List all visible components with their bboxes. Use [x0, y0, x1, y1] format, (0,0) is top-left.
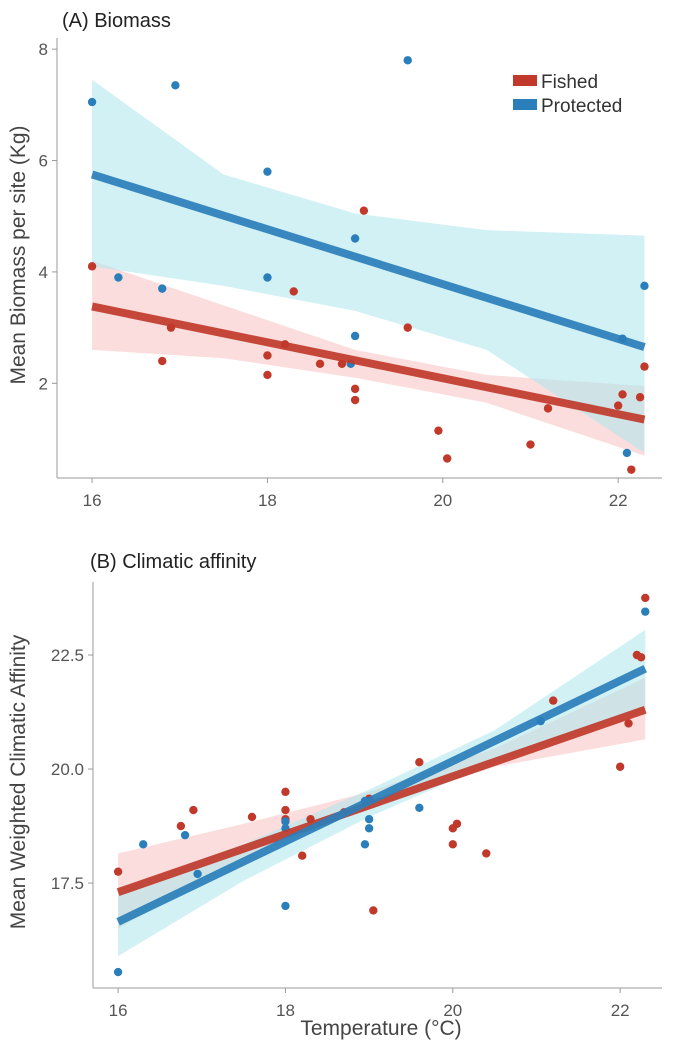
- x-tick-label: 16: [83, 491, 102, 510]
- protected-data-point: [87, 97, 97, 107]
- x-tick-label: 16: [109, 1001, 128, 1020]
- fished-data-point: [452, 819, 462, 828]
- panel-b-y-axis-title: Mean Weighted Climatic Affinity: [7, 634, 30, 929]
- protected-data-point: [193, 869, 202, 879]
- fished-data-point: [636, 653, 646, 662]
- protected-data-point: [640, 281, 649, 291]
- y-tick-label: 22.5: [51, 646, 84, 665]
- legend-swatch-fished: [513, 75, 537, 86]
- protected-data-point: [364, 815, 374, 824]
- fished-data-point: [176, 821, 186, 831]
- y-tick-label: 6: [39, 152, 48, 171]
- fished-data-point: [415, 757, 424, 767]
- fished-data-point: [640, 362, 649, 371]
- protected-data-point: [180, 830, 190, 840]
- legend: Fished Protected: [513, 72, 622, 117]
- x-tick-label: 18: [276, 1001, 295, 1020]
- fished-data-point: [482, 849, 491, 858]
- y-tick-label: 8: [39, 40, 48, 59]
- protected-data-point: [281, 901, 290, 911]
- panel-a-y-axis-title: Mean Biomass per site (Kg): [7, 125, 30, 384]
- y-tick-label: 20.0: [51, 760, 84, 779]
- fished-data-point: [289, 287, 298, 296]
- fished-data-point: [247, 812, 257, 822]
- protected-data-point: [158, 284, 167, 293]
- protected-data-point: [263, 273, 272, 282]
- x-tick-label: 18: [258, 491, 277, 510]
- fished-data-point: [315, 359, 325, 369]
- x-tick-label: 20: [433, 491, 452, 510]
- fished-data-point: [442, 454, 452, 463]
- fished-data-point: [627, 465, 636, 474]
- protected-data-point: [171, 81, 180, 90]
- protected-data-point: [139, 840, 148, 849]
- fished-data-point: [543, 404, 553, 413]
- protected-data-point: [641, 607, 650, 616]
- protected-trend-line: [116, 665, 647, 926]
- protected-data-point: [622, 448, 632, 458]
- fished-data-point: [448, 840, 458, 849]
- x-tick-label: 20: [443, 1001, 462, 1020]
- protected-data-point: [403, 56, 412, 65]
- fished-data-point: [263, 370, 272, 380]
- fished-trend-line: [116, 705, 647, 896]
- protected-trend-line: [90, 170, 646, 351]
- fished-data-point: [526, 440, 535, 449]
- protected-data-point: [360, 840, 370, 849]
- protected-data-point: [350, 234, 360, 243]
- fished-data-point: [613, 401, 623, 410]
- fished-data-point: [87, 262, 97, 271]
- panel-biomass: (A) Biomass Mean Biomass per site (Kg) 1…: [7, 10, 662, 510]
- legend-label-fished: Fished: [541, 72, 598, 93]
- protected-data-point: [415, 803, 424, 813]
- panel-climatic-affinity: (B) Climatic affinity Mean Weighted Clim…: [7, 551, 662, 1040]
- fished-data-point: [624, 719, 633, 728]
- fished-data-point: [359, 206, 369, 215]
- y-tick-label: 17.5: [51, 874, 84, 893]
- protected-data-point: [281, 817, 290, 826]
- protected-data-point: [113, 967, 123, 977]
- fished-data-point: [297, 851, 307, 860]
- fished-data-point: [549, 696, 558, 705]
- protected-data-point: [364, 824, 374, 833]
- x-tick-label: 22: [609, 491, 628, 510]
- fished-trend-line: [91, 302, 646, 424]
- panel-b-title: (B) Climatic affinity: [90, 551, 256, 573]
- fished-data-point: [281, 805, 290, 815]
- protected-confidence-band: [92, 79, 645, 453]
- fished-data-point: [350, 395, 360, 405]
- fished-data-point: [350, 384, 360, 394]
- fished-data-point: [618, 390, 627, 399]
- protected-data-point: [263, 167, 272, 176]
- y-tick-label: 4: [39, 263, 48, 282]
- legend-swatch-protected: [513, 99, 537, 110]
- fished-data-point: [635, 393, 645, 402]
- legend-label-protected: Protected: [541, 96, 622, 117]
- fished-data-point: [113, 867, 123, 876]
- fished-data-point: [369, 906, 378, 915]
- fished-data-point: [281, 787, 290, 797]
- y-tick-label: 2: [39, 374, 48, 393]
- fished-data-point: [189, 805, 198, 815]
- fished-data-point: [615, 762, 625, 771]
- fished-confidence-band: [92, 260, 645, 456]
- fished-data-point: [434, 426, 443, 435]
- x-axis-title: Temperature (°C): [300, 1017, 461, 1040]
- protected-data-point: [350, 331, 360, 341]
- fished-data-point: [403, 323, 412, 332]
- x-tick-label: 22: [611, 1001, 630, 1020]
- fished-data-point: [641, 593, 650, 603]
- panel-a-title: (A) Biomass: [62, 10, 171, 32]
- fished-data-point: [158, 356, 167, 366]
- protected-data-point: [114, 273, 123, 282]
- fished-data-point: [263, 351, 272, 360]
